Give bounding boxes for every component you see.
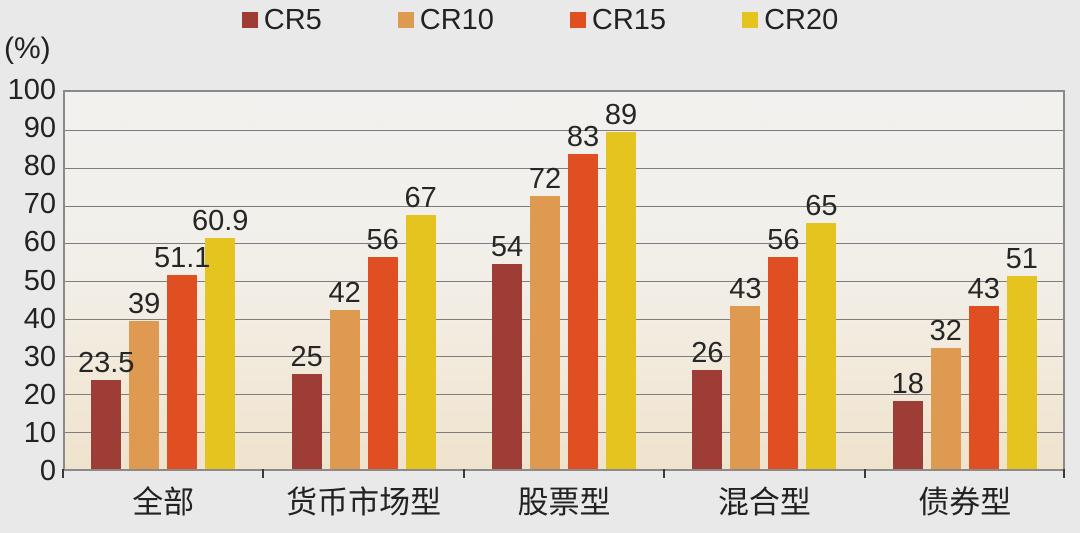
x-axis-tick: [1063, 469, 1065, 478]
x-category-label: 货币市场型: [286, 485, 442, 520]
y-tick-label-80: 80: [23, 150, 56, 183]
legend: CR5 CR10 CR15 CR20: [0, 2, 1080, 38]
x-category-label: 全部: [132, 485, 195, 520]
gridline-80: [65, 167, 1063, 169]
y-tick-label-30: 30: [23, 340, 56, 373]
y-tick-label-90: 90: [23, 112, 56, 145]
bar-value-label: 89: [604, 98, 638, 131]
bar-value-label: 51.1: [153, 242, 211, 275]
legend-swatch-icon: [569, 12, 586, 28]
bar-value-label: 18: [891, 367, 924, 400]
y-tick-label-50: 50: [23, 264, 56, 297]
bar-value-label: 23.5: [77, 346, 135, 379]
bar-value-label: 32: [929, 314, 962, 347]
bar-value-label: 60.9: [191, 205, 249, 238]
x-axis-tick: [262, 469, 265, 478]
bar-value-label: 39: [128, 288, 161, 321]
y-tick-label-100: 100: [7, 74, 56, 106]
gridline-70: [65, 205, 1063, 207]
bar-cr10-0: [129, 321, 160, 469]
x-axis-tick: [62, 469, 64, 478]
bar-cr20-1: [405, 215, 436, 469]
x-axis-tick: [663, 469, 666, 478]
legend-label: CR20: [764, 3, 839, 36]
bar-cr15-4: [968, 306, 999, 469]
bar-cr20-4: [1006, 275, 1037, 469]
bar-cr15-3: [768, 256, 799, 469]
bar-cr5-3: [692, 370, 723, 469]
x-category-label: 债券型: [918, 485, 1012, 520]
gridline-10: [65, 431, 1063, 433]
y-tick-label-60: 60: [23, 226, 56, 259]
bar-value-label: 65: [805, 189, 838, 222]
x-category-label: 混合型: [717, 485, 811, 520]
bar-cr10-1: [329, 309, 360, 469]
y-tick-label-20: 20: [23, 378, 56, 411]
legend-label: CR5: [263, 3, 322, 36]
bar-value-label: 51: [1005, 242, 1038, 275]
bar-cr15-1: [367, 256, 398, 469]
legend-swatch-icon: [742, 12, 759, 28]
gridline-90: [65, 130, 1063, 132]
legend-item-cr20: CR20: [742, 4, 838, 37]
plot-area: [63, 90, 1065, 471]
y-tick-label-10: 10: [23, 416, 56, 449]
bar-cr10-3: [730, 306, 761, 469]
bar-cr15-2: [568, 154, 598, 469]
gridline-20: [65, 394, 1063, 396]
legend-item-cr15: CR15: [569, 3, 667, 37]
legend-label: CR15: [591, 3, 667, 36]
y-tick-label-70: 70: [23, 188, 56, 221]
gridline-60: [65, 243, 1063, 245]
gridline-50: [65, 281, 1063, 282]
gridline-30: [65, 356, 1063, 358]
bar-cr20-0: [205, 238, 236, 469]
y-tick-label-40: 40: [23, 302, 56, 335]
bar-cr20-2: [606, 131, 636, 469]
bar-value-label: 42: [328, 276, 361, 309]
bar-cr20-3: [806, 222, 837, 469]
x-category-label: 股票型: [517, 485, 611, 520]
bar-cr15-0: [167, 275, 198, 469]
bar-value-label: 25: [290, 341, 323, 374]
bar-value-label: 72: [528, 163, 562, 196]
bar-cr5-1: [291, 374, 322, 469]
bar-value-label: 83: [566, 121, 600, 154]
bar-value-label: 43: [729, 273, 762, 306]
gridline-40: [65, 318, 1063, 320]
bar-value-label: 56: [366, 223, 399, 256]
bar-cr5-0: [91, 379, 122, 469]
bar-cr10-4: [930, 347, 961, 469]
x-axis-tick: [462, 469, 465, 478]
bar-value-label: 26: [691, 337, 724, 370]
bar-value-label: 67: [404, 182, 437, 215]
bar-value-label: 56: [767, 223, 800, 256]
legend-item-cr5: CR5: [241, 3, 322, 37]
legend-item-cr10: CR10: [397, 3, 494, 37]
y-tick-label-0: 0: [39, 455, 56, 487]
bar-value-label: 54: [490, 231, 524, 264]
y-axis-unit-label: (%): [4, 32, 51, 65]
x-axis-tick: [863, 469, 866, 478]
legend-swatch-icon: [397, 12, 414, 28]
bar-value-label: 43: [967, 273, 1000, 306]
bar-cr10-2: [530, 196, 560, 469]
legend-swatch-icon: [241, 12, 258, 28]
bar-cr5-4: [892, 400, 923, 469]
legend-label: CR10: [419, 3, 494, 36]
bar-cr5-2: [492, 264, 522, 469]
